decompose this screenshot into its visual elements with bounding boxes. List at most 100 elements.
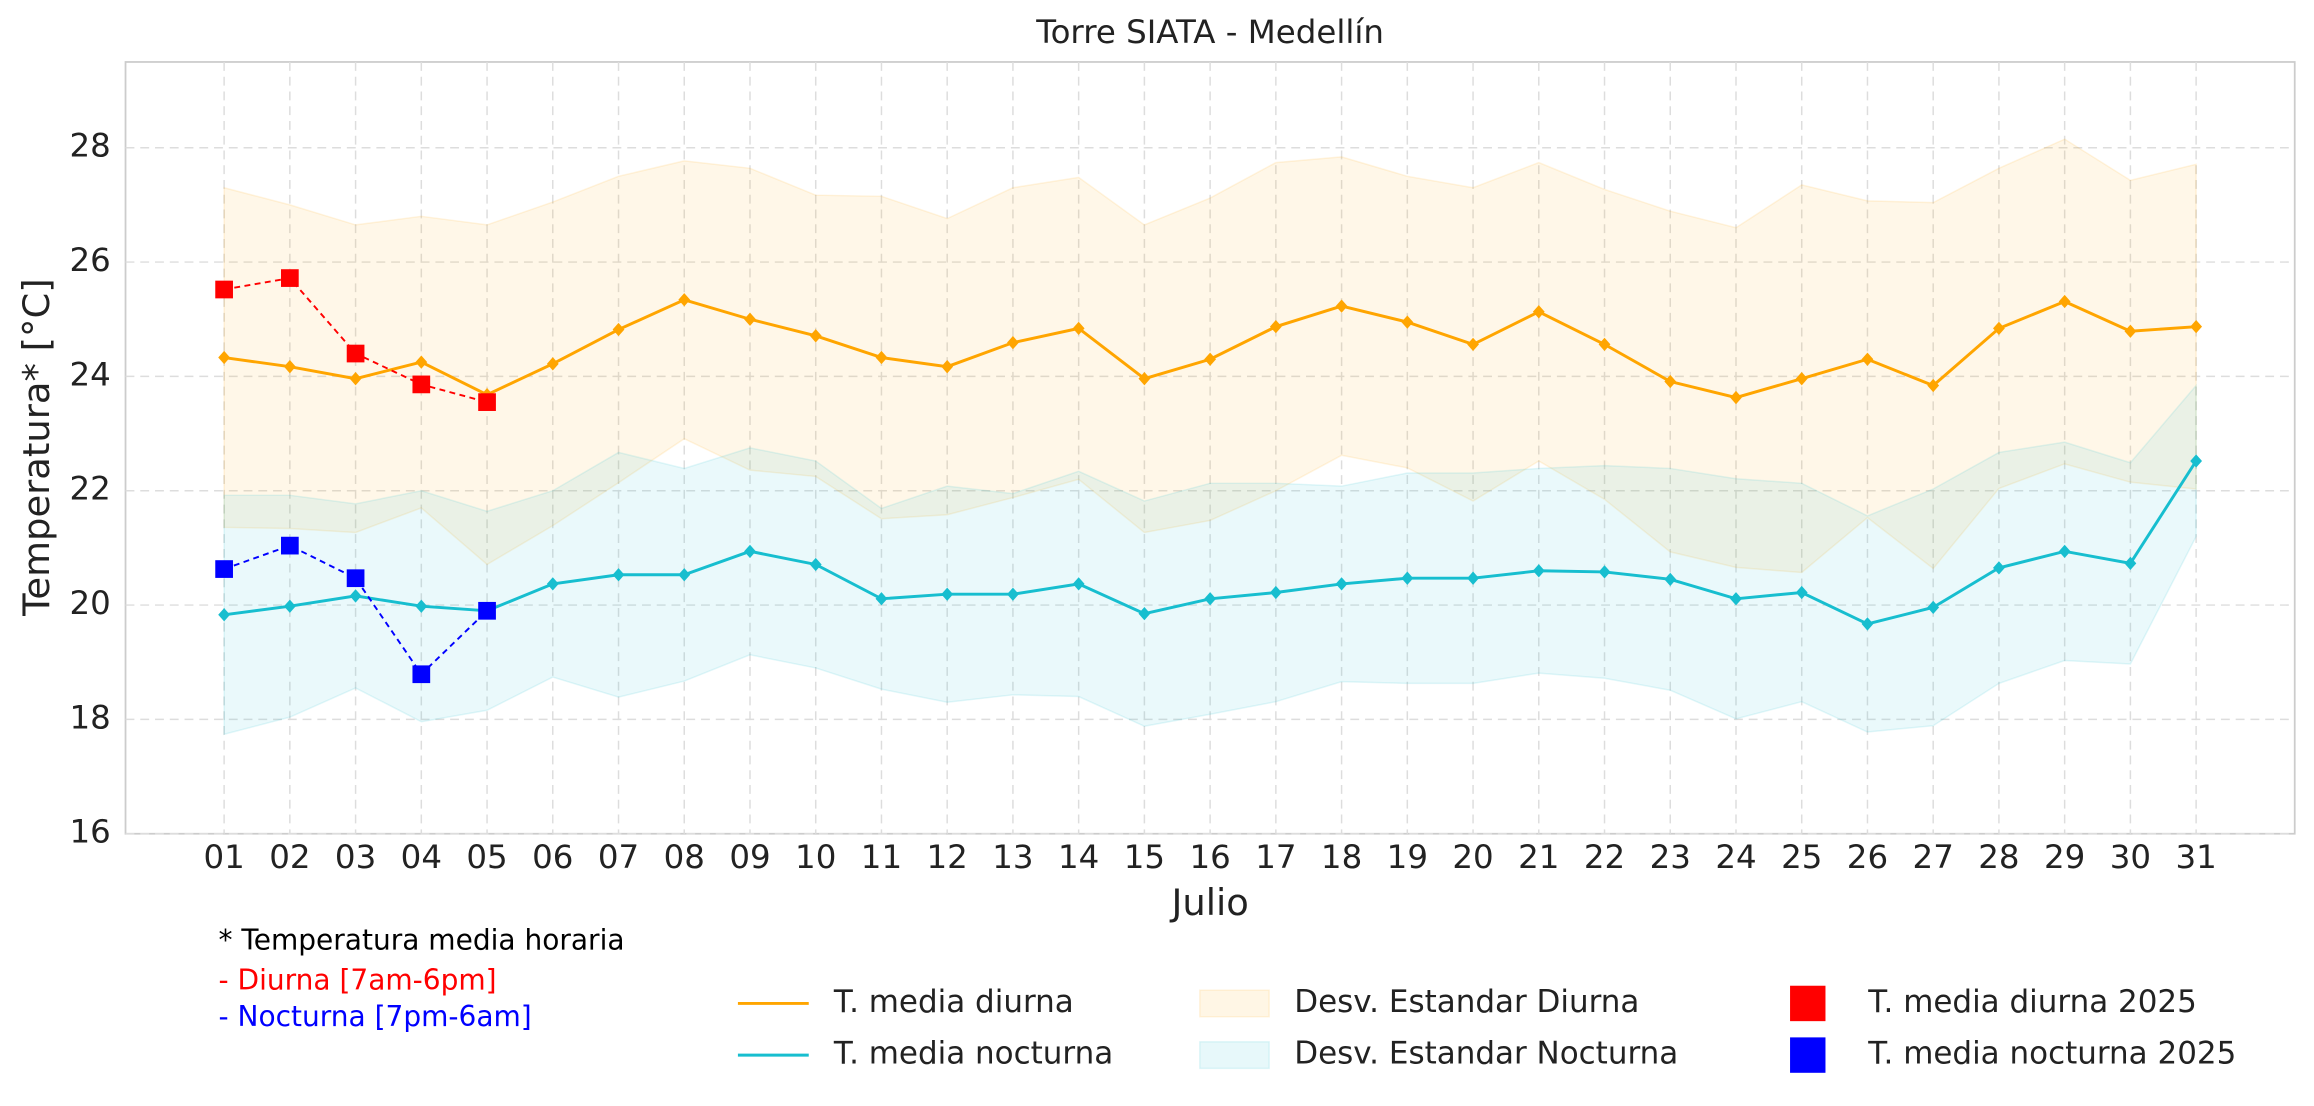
chart-title: Torre SIATA - Medellín	[1035, 13, 1384, 51]
point-marker	[1138, 607, 1151, 621]
x-tick-label: 16	[1189, 838, 1230, 876]
annotation: - Diurna [7am-6pm]	[218, 963, 496, 996]
x-tick-label: 24	[1715, 838, 1756, 876]
point-marker	[478, 393, 496, 411]
point-marker	[1532, 305, 1545, 319]
legend-label: Desv. Estandar Nocturna	[1294, 1036, 1678, 1072]
point-marker	[1204, 592, 1217, 606]
point-marker	[412, 665, 431, 684]
point-marker	[1007, 336, 1019, 350]
point-marker	[1664, 572, 1677, 586]
x-tick-label: 27	[1913, 838, 1954, 876]
point-marker	[809, 329, 822, 343]
point-marker	[1138, 372, 1151, 386]
point-marker	[346, 569, 365, 588]
point-marker	[1204, 352, 1217, 366]
y-tick-label: 16	[69, 813, 110, 851]
point-marker	[1269, 585, 1282, 600]
legend-label: T. media diurna	[833, 984, 1074, 1020]
legend-swatch	[1790, 985, 1826, 1022]
x-tick-label: 02	[269, 838, 310, 876]
point-marker	[2190, 454, 2203, 468]
point-marker	[1861, 617, 1874, 631]
x-tick-label: 06	[532, 838, 573, 876]
point-marker	[1532, 564, 1545, 578]
point-marker	[215, 280, 233, 299]
point-marker	[215, 560, 233, 578]
point-marker	[875, 592, 888, 606]
x-tick-label: 26	[1847, 838, 1888, 876]
point-marker	[941, 587, 954, 601]
point-marker	[1993, 561, 2005, 575]
point-marker	[1467, 337, 1479, 352]
point-marker	[2190, 320, 2203, 334]
point-marker	[875, 350, 888, 365]
legend-swatch	[1199, 1041, 1270, 1070]
point-marker	[1598, 565, 1611, 579]
point-marker	[415, 355, 428, 369]
legend-label: T. media diurna 2025	[1867, 984, 2197, 1020]
series-line	[223, 544, 488, 676]
x-tick-label: 18	[1321, 838, 1362, 876]
y-tick-label: 28	[69, 127, 110, 165]
x-tick-label: 23	[1650, 838, 1691, 876]
point-marker	[1664, 374, 1677, 389]
x-tick-label: 30	[2110, 838, 2151, 876]
point-marker	[478, 601, 496, 620]
x-axis-label: Julio	[1169, 881, 1248, 924]
x-tick-label: 28	[1978, 838, 2019, 876]
point-marker	[415, 599, 428, 613]
legend-swatch	[1790, 1037, 1826, 1073]
point-marker	[1072, 321, 1085, 336]
point-marker	[1795, 585, 1808, 600]
x-tick-label: 12	[927, 838, 968, 876]
y-tick-label: 18	[69, 698, 110, 736]
point-marker	[1007, 587, 1019, 601]
point-marker	[283, 360, 296, 374]
x-tick-label: 08	[664, 838, 705, 876]
x-tick-label: 21	[1518, 838, 1559, 876]
point-marker	[1927, 600, 1940, 614]
y-tick-label: 26	[69, 241, 110, 279]
point-marker	[1335, 299, 1348, 313]
point-marker	[1993, 321, 2005, 336]
x-tick-label: 01	[203, 838, 244, 876]
point-marker	[941, 360, 954, 374]
point-marker	[678, 293, 691, 307]
point-marker	[346, 344, 365, 363]
y-tick-label: 24	[69, 355, 110, 393]
x-tick-label: 15	[1124, 838, 1165, 876]
point-marker	[2058, 294, 2071, 309]
x-tick-label: 14	[1058, 838, 1099, 876]
point-marker	[349, 372, 362, 386]
point-marker	[546, 357, 559, 371]
legend-label: T. media nocturna 2025	[1867, 1036, 2236, 1072]
x-tick-label: 31	[2175, 838, 2216, 876]
annotation: - Nocturna [7pm-6am]	[218, 1000, 531, 1033]
point-marker	[1269, 320, 1282, 334]
std-band	[223, 383, 2197, 736]
x-tick-label: 22	[1584, 838, 1625, 876]
point-marker	[1730, 592, 1742, 606]
x-tick-label: 19	[1387, 838, 1428, 876]
legend-label: T. media nocturna	[833, 1036, 1113, 1072]
point-marker	[412, 375, 431, 394]
point-marker	[1598, 337, 1611, 352]
point-marker	[678, 568, 691, 582]
y-axis-label: Temperatura* [°C]	[15, 278, 58, 616]
x-tick-label: 09	[729, 838, 770, 876]
x-tick-label: 29	[2044, 838, 2085, 876]
point-marker	[1401, 315, 1414, 329]
legend-label: Desv. Estandar Diurna	[1294, 984, 1639, 1020]
point-marker	[1730, 390, 1742, 405]
x-tick-label: 17	[1255, 838, 1296, 876]
point-marker	[281, 269, 299, 287]
x-tick-label: 03	[335, 838, 376, 876]
y-tick-label: 22	[69, 470, 110, 508]
point-marker	[1861, 352, 1874, 366]
y-tick-label: 20	[69, 584, 110, 622]
x-tick-label: 25	[1781, 838, 1822, 876]
x-tick-label: 20	[1452, 838, 1493, 876]
